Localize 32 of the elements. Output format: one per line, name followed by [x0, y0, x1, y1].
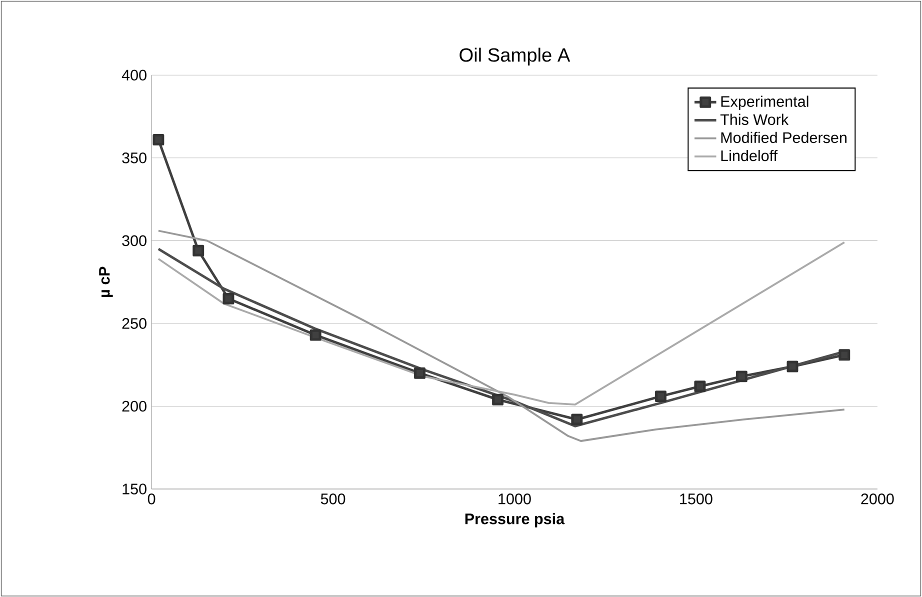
legend-label: Experimental	[721, 96, 808, 110]
x-tick-label: 0	[148, 493, 156, 504]
y-tick-label: 200	[122, 400, 146, 412]
line-series	[157, 241, 846, 406]
x-tick-label: 1000	[498, 493, 531, 504]
x-tick-label: 1500	[680, 493, 712, 504]
point	[838, 349, 850, 361]
point	[786, 360, 798, 372]
point	[736, 370, 748, 382]
x-tick-label: 2000	[861, 493, 894, 504]
y-tick-label: 400	[122, 70, 146, 80]
point	[414, 367, 426, 379]
y-axis-title: µ cP	[99, 266, 113, 297]
point	[152, 134, 164, 146]
point	[192, 244, 204, 256]
y-tick-label: 250	[122, 318, 146, 329]
line-series	[157, 230, 846, 442]
legend-label: Lindeloff	[721, 150, 778, 162]
y-tick-label: 300	[122, 235, 146, 246]
point	[571, 414, 583, 426]
y-tick-label: 150	[122, 483, 146, 494]
x-axis-title: Pressure psia	[465, 512, 565, 528]
x-tick-label: 500	[320, 493, 346, 504]
point	[694, 380, 706, 392]
point	[492, 394, 504, 406]
point	[655, 390, 666, 402]
legend-label: This Work	[720, 114, 789, 125]
legend-label: Modified Pedersen	[721, 132, 846, 143]
point	[222, 292, 234, 304]
chart-title: Oil Sample A	[460, 48, 570, 66]
y-tick-label: 350	[122, 152, 146, 164]
point	[310, 329, 322, 341]
